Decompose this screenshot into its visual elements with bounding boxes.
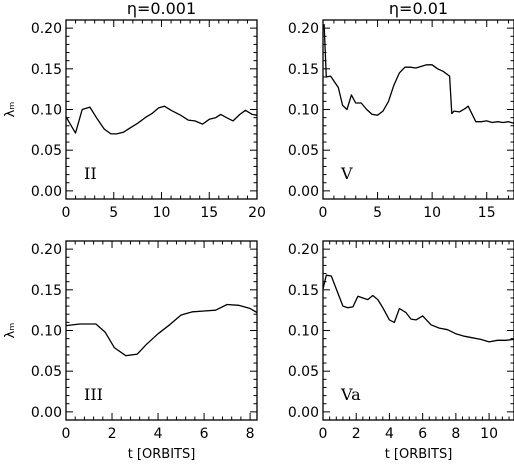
y-tick-label: 0.05 — [288, 143, 319, 159]
panel-label: V — [340, 164, 353, 183]
x-axis-label: t [ORBITS] — [128, 447, 196, 462]
x-tick-label: 2 — [352, 426, 361, 442]
x-tick-label: 10 — [423, 205, 441, 221]
x-axis-label: t [ORBITS] — [385, 447, 453, 462]
y-tick-label: 0.05 — [31, 364, 62, 380]
y-axis-label: λₘ — [3, 102, 18, 118]
y-tick-label: 0.10 — [31, 324, 62, 340]
x-tick-label: 0 — [62, 426, 71, 442]
panel-title: η=0.01 — [389, 0, 448, 18]
x-tick-label: 15 — [478, 205, 496, 221]
y-tick-label: 0.00 — [31, 405, 62, 421]
panel-label: Va — [340, 385, 361, 404]
panel-label: II — [84, 164, 97, 183]
series-line-0 — [323, 24, 514, 124]
panel-1: 0 5 10 15 0.00 0.05 0.10 0.15 0.20 Vη=0.01 — [288, 0, 514, 221]
series-line-0 — [65, 303, 258, 357]
x-tick-label: 5 — [109, 205, 118, 221]
panel-0: 0 5 10 15 20 0.00 0.05 0.10 0.15 0.20 II η=0.001 λₘ — [3, 0, 266, 221]
x-tick-label: 4 — [154, 426, 163, 442]
x-tick-label: 2 — [108, 426, 117, 442]
x-tick-label: 0 — [62, 205, 71, 221]
x-tick-label: 8 — [451, 426, 460, 442]
x-tick-label: 6 — [200, 426, 209, 442]
x-tick-label: 0 — [319, 205, 328, 221]
x-tick-label: 5 — [373, 205, 382, 221]
y-tick-label: 0.20 — [288, 242, 319, 258]
series-line-0 — [322, 274, 514, 343]
y-tick-label: 0.05 — [31, 143, 62, 159]
y-tick-label: 0.15 — [288, 283, 319, 299]
x-tick-label: 10 — [480, 426, 498, 442]
y-tick-label: 0.05 — [288, 364, 319, 380]
x-tick-label: 10 — [153, 205, 171, 221]
x-tick-label: 15 — [200, 205, 218, 221]
y-axis-label: λₘ — [3, 323, 18, 339]
panel-2: 0 2 4 6 8 0.00 0.05 0.10 0.15 0.20 III λₘ t [ORBITS] — [3, 240, 258, 462]
y-tick-label: 0.15 — [288, 62, 319, 78]
panel-title: η=0.001 — [127, 0, 196, 18]
panel-3: 0 2 4 6 8 10 0.00 0.05 0.10 0.15 0.20 Va t [ORBITS] — [288, 240, 514, 462]
x-tick-label: 8 — [246, 426, 255, 442]
panels-group: 0 5 10 15 200.000.050.100.150.20IIη=0.001λₘ0… — [3, 0, 514, 462]
y-tick-label: 0.10 — [288, 324, 319, 340]
y-tick-label: 0.10 — [31, 103, 62, 119]
y-tick-label: 0.10 — [288, 103, 319, 119]
y-tick-label: 0.20 — [31, 21, 62, 37]
panel-label: III — [84, 385, 103, 404]
x-tick-label: 6 — [418, 426, 427, 442]
y-tick-label: 0.15 — [31, 283, 62, 299]
y-tick-label: 0.20 — [31, 242, 62, 258]
y-tick-label: 0.15 — [31, 62, 62, 78]
y-tick-label: 0.20 — [288, 21, 319, 37]
x-tick-label: 0 — [319, 426, 328, 442]
series-line-0 — [65, 105, 258, 135]
x-tick-label: 20 — [248, 205, 266, 221]
y-tick-label: 0.00 — [31, 184, 62, 200]
y-tick-label: 0.00 — [288, 184, 319, 200]
y-tick-label: 0.00 — [288, 405, 319, 421]
x-tick-label: 4 — [385, 426, 394, 442]
